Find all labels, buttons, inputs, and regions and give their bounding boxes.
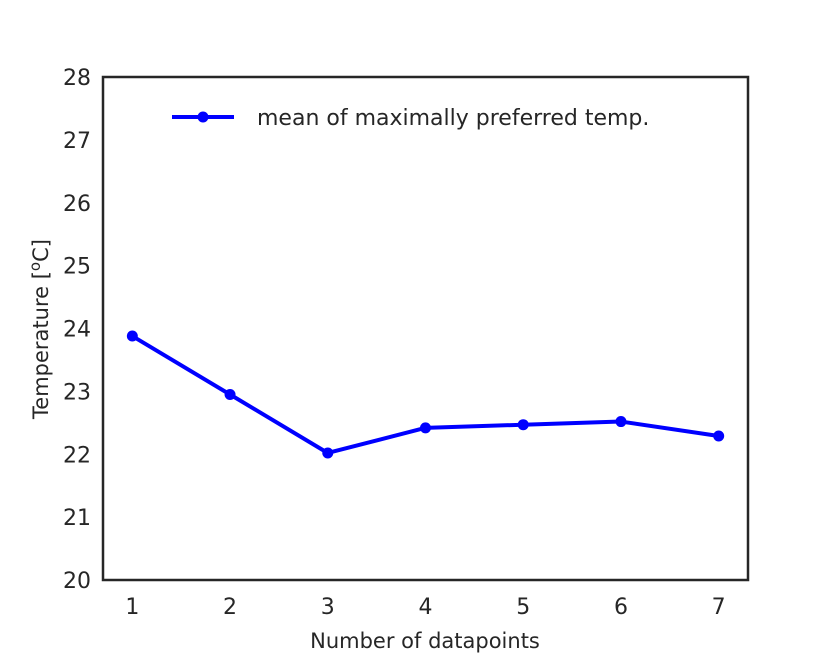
y-axis-ticks: 20 21 22 23 24 25 26 27 28 bbox=[63, 66, 91, 594]
series-group bbox=[126, 330, 725, 459]
data-point bbox=[322, 447, 334, 459]
x-axis-label: Number of datapoints bbox=[310, 629, 540, 653]
legend: mean of maximally preferred temp. bbox=[172, 106, 649, 131]
y-axis-label: Temperature [oC] bbox=[26, 239, 53, 420]
y-tick-label: 27 bbox=[63, 129, 91, 154]
legend-label: mean of maximally preferred temp. bbox=[257, 106, 649, 131]
data-point bbox=[224, 389, 236, 401]
data-point bbox=[713, 430, 725, 442]
x-tick-label: 7 bbox=[712, 595, 726, 620]
data-point bbox=[420, 422, 431, 434]
y-tick-label: 24 bbox=[63, 318, 91, 343]
legend-marker-swatch bbox=[197, 111, 209, 123]
data-point bbox=[517, 419, 529, 431]
x-axis-ticks: 1 2 3 4 5 6 7 bbox=[125, 595, 725, 620]
x-tick-label: 2 bbox=[223, 595, 237, 620]
y-tick-label: 28 bbox=[63, 66, 91, 91]
data-point bbox=[126, 330, 138, 342]
y-tick-label: 22 bbox=[63, 443, 91, 468]
y-tick-label: 26 bbox=[63, 192, 91, 217]
x-tick-label: 3 bbox=[321, 595, 335, 620]
x-tick-label: 6 bbox=[614, 595, 628, 620]
y-tick-label: 21 bbox=[63, 506, 91, 531]
x-tick-label: 1 bbox=[125, 595, 139, 620]
y-tick-label: 20 bbox=[63, 569, 91, 594]
x-tick-label: 5 bbox=[516, 595, 530, 620]
y-tick-label: 25 bbox=[63, 255, 91, 280]
x-tick-label: 4 bbox=[419, 595, 433, 620]
y-tick-label: 23 bbox=[63, 380, 91, 405]
plot-area bbox=[101, 75, 750, 582]
data-point bbox=[615, 416, 627, 428]
